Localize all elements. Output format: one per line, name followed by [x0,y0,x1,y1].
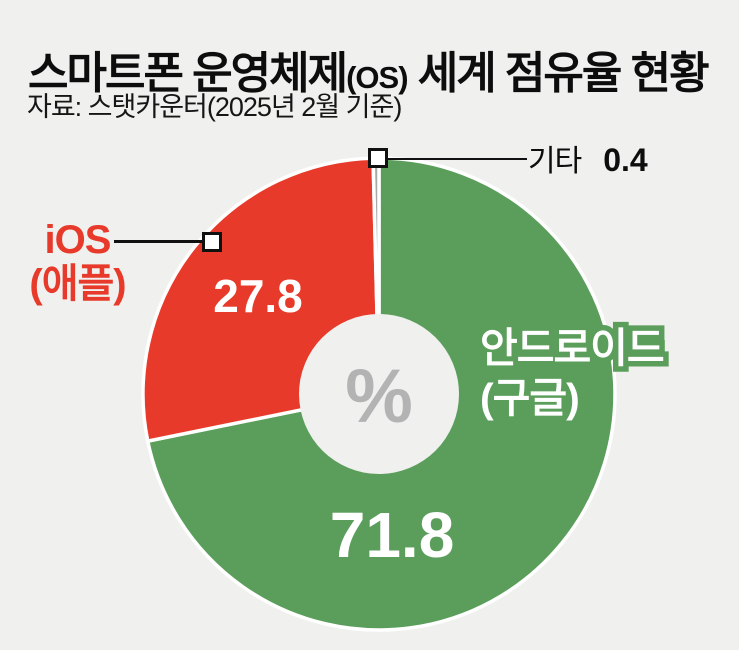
ios-share-value: 27.8 [213,270,303,322]
ios-label-line1: iOS [44,218,112,262]
ios-label: iOS (애플) [25,218,130,306]
android-share-value: 71.8 [329,499,455,571]
center-percent-symbol: % [345,353,413,439]
title-paren: (OS) [346,60,408,96]
ios-leader-line [114,240,204,243]
etc-label: 기타 0.4 [528,142,648,180]
etc-slice-marker [368,148,388,168]
page-title: 스마트폰 운영체제(OS) 세계 점유율 현황 [28,49,710,100]
etc-label-name: 기타 [528,145,582,178]
android-label-line2: (구글) [475,370,586,427]
android-label: 안드로이드 (구글) [475,320,671,427]
android-label-line1: 안드로이드 [475,320,671,377]
donut-hole [299,314,459,474]
etc-share-value: 0.4 [603,142,648,178]
title-rest: 세계 점유율 현황 [407,49,710,99]
ios-label-line2: (애플) [29,262,126,306]
etc-leader-line [387,158,527,160]
source-note: 자료: 스탯카운터(2025년 2월 기준) [27,92,402,122]
title-main: 스마트폰 운영체제 [28,49,348,99]
ios-slice-marker [202,232,222,252]
